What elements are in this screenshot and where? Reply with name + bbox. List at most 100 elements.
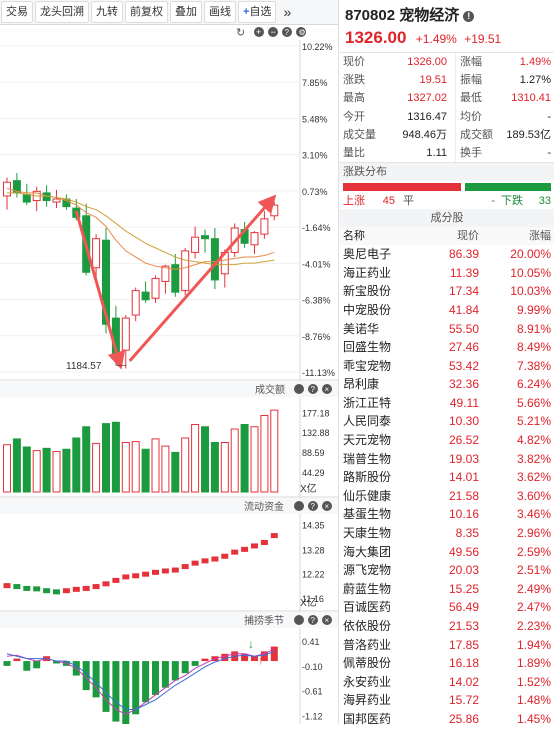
constituent-row[interactable]: 天元宠物 26.52 4.82% bbox=[339, 431, 554, 450]
stock-price: 26.52 bbox=[448, 433, 479, 448]
constituent-row[interactable]: 佩蒂股份 16.18 1.89% bbox=[339, 654, 554, 673]
season-bar bbox=[82, 661, 90, 691]
volume-help-icon[interactable] bbox=[308, 384, 318, 394]
svg-text:?: ? bbox=[311, 502, 316, 511]
constituent-row[interactable]: 美诺华 55.50 8.91% bbox=[339, 320, 554, 339]
season-settings-icon[interactable] bbox=[294, 615, 304, 625]
constituent-row[interactable]: 海大集团 49.56 2.59% bbox=[339, 543, 554, 562]
volume-bar bbox=[12, 438, 21, 493]
kline-chart[interactable]: ↻ + − ? ⚙ 10.22% 7.85% 5.48% 3.10% 0.73% -1.6… bbox=[0, 24, 338, 724]
flow-bar bbox=[33, 586, 41, 592]
price-pane-controls: ↻ + − ? ⚙ bbox=[236, 27, 306, 39]
stock-change: 10.05% bbox=[510, 265, 551, 280]
stat-value: 1.27% bbox=[519, 74, 551, 87]
zoom-in-icon[interactable] bbox=[254, 27, 264, 37]
constituent-row[interactable]: 中宠股份 41.84 9.99% bbox=[339, 301, 554, 320]
col-name[interactable]: 名称 bbox=[343, 230, 365, 243]
col-change[interactable]: 涨幅 bbox=[529, 230, 551, 243]
nine-turn-button[interactable]: 九转 bbox=[91, 1, 123, 23]
volume-bar bbox=[230, 428, 239, 493]
stock-price: 49.56 bbox=[448, 544, 479, 559]
season-bar bbox=[112, 661, 120, 722]
zoom-out-icon[interactable] bbox=[268, 27, 278, 37]
flow-bar bbox=[132, 573, 140, 579]
stock-change: 20.00% bbox=[510, 247, 551, 262]
leader-review-button[interactable]: 龙头回溯 bbox=[35, 1, 89, 23]
constituent-row[interactable]: 浙江正特 49.11 5.66% bbox=[339, 394, 554, 413]
constituent-row[interactable]: 源飞宠物 20.03 2.51% bbox=[339, 561, 554, 580]
info-icon[interactable]: ! bbox=[463, 10, 475, 22]
volume-title: 成交额 bbox=[255, 383, 285, 396]
trade-button[interactable]: 交易 bbox=[1, 1, 33, 23]
flow-settings-icon[interactable] bbox=[294, 501, 304, 511]
constituent-row[interactable]: 昂利康 32.36 6.24% bbox=[339, 375, 554, 394]
flow-help-icon[interactable] bbox=[308, 501, 318, 511]
quote-row: 今开 1316.47 均价 - bbox=[339, 107, 554, 126]
season-tick-label: 0.41 bbox=[302, 637, 320, 647]
price-tick-label: 3.10% bbox=[302, 151, 328, 161]
plus-icon: + bbox=[243, 6, 250, 18]
flow-bar bbox=[43, 588, 51, 594]
flat-label: 平 bbox=[403, 195, 414, 208]
refresh-icon[interactable]: ↻ bbox=[236, 27, 245, 39]
forward-adjust-button[interactable]: 前复权 bbox=[125, 1, 168, 23]
stat-value: 1316.47 bbox=[407, 110, 447, 123]
constituent-row[interactable]: 回盛生物 27.46 8.49% bbox=[339, 338, 554, 357]
svg-text:+: + bbox=[256, 27, 261, 37]
flow-bar bbox=[3, 583, 11, 589]
volume-bar bbox=[240, 424, 249, 493]
volume-close-icon[interactable] bbox=[322, 384, 332, 394]
constituent-row[interactable]: 海昇药业 15.72 1.48% bbox=[339, 691, 554, 710]
flow-title: 流动资金 bbox=[244, 500, 284, 513]
constituent-row[interactable]: 蔚蓝生物 15.25 2.49% bbox=[339, 580, 554, 599]
draw-line-button[interactable]: 画线 bbox=[204, 1, 236, 23]
season-help-icon[interactable] bbox=[308, 615, 318, 625]
stock-change: 2.51% bbox=[516, 563, 551, 578]
stock-name: 仙乐健康 bbox=[343, 488, 392, 503]
price-tick-label: 7.85% bbox=[302, 78, 328, 88]
flow-bar bbox=[231, 549, 239, 555]
volume-bar bbox=[260, 415, 269, 493]
settings-icon[interactable] bbox=[296, 27, 306, 37]
chart-area[interactable]: ↻ + − ? ⚙ 10.22% 7.85% 5.48% 3.10% 0.73% -1.6… bbox=[0, 24, 338, 724]
stock-price: 17.34 bbox=[448, 284, 479, 299]
down-trend-arrow bbox=[74, 210, 126, 370]
stat-label: 今开 bbox=[343, 110, 365, 123]
stock-name: 蔚蓝生物 bbox=[343, 581, 392, 596]
stock-name: 浙江正特 bbox=[343, 395, 392, 410]
volume-settings-icon[interactable] bbox=[294, 384, 304, 394]
stat-value: - bbox=[547, 110, 551, 123]
constituent-row[interactable]: 海正药业 11.39 10.05% bbox=[339, 264, 554, 283]
constituent-row[interactable]: 天康生物 8.35 2.96% bbox=[339, 524, 554, 543]
stat-label: 成交量 bbox=[343, 128, 376, 141]
stock-change: 3.82% bbox=[516, 451, 551, 466]
candle-body bbox=[161, 265, 170, 282]
constituent-row[interactable]: 依依股份 21.53 2.23% bbox=[339, 617, 554, 636]
constituent-row[interactable]: 奥尼电子 86.39 20.00% bbox=[339, 245, 554, 264]
stat-label: 均价 bbox=[455, 107, 496, 126]
constituent-row[interactable]: 瑞普生物 19.03 3.82% bbox=[339, 450, 554, 469]
stock-change: 2.96% bbox=[516, 526, 551, 541]
constituent-row[interactable]: 乖宝宠物 53.42 7.38% bbox=[339, 357, 554, 376]
stock-price: 56.49 bbox=[448, 600, 479, 615]
flow-close-icon[interactable] bbox=[322, 501, 332, 511]
index-name: 宠物经济 bbox=[399, 7, 460, 24]
constituent-row[interactable]: 新宝股份 17.34 10.03% bbox=[339, 282, 554, 301]
constituent-row[interactable]: 路斯股份 14.01 3.62% bbox=[339, 468, 554, 487]
double-chevron-right-icon[interactable]: » bbox=[283, 4, 292, 20]
stat-label: 量比 bbox=[343, 146, 365, 159]
constituent-row[interactable]: 人民同泰 10.30 5.21% bbox=[339, 412, 554, 431]
help-icon[interactable] bbox=[282, 27, 292, 37]
constituent-row[interactable]: 普洛药业 17.85 1.94% bbox=[339, 636, 554, 655]
overlay-button[interactable]: 叠加 bbox=[170, 1, 202, 23]
constituent-row[interactable]: 百诚医药 56.49 2.47% bbox=[339, 598, 554, 617]
season-axis: 0.41 -0.10 -0.61 -1.12 bbox=[302, 637, 323, 721]
season-close-icon[interactable] bbox=[322, 615, 332, 625]
add-watchlist-button[interactable]: +自选 bbox=[238, 1, 277, 23]
constituent-row[interactable]: 国邦医药 25.86 1.45% bbox=[339, 710, 554, 729]
constituent-row[interactable]: 永安药业 14.02 1.52% bbox=[339, 673, 554, 692]
volume-tick-label: 88.59 bbox=[302, 448, 325, 458]
col-price[interactable]: 现价 bbox=[457, 230, 479, 243]
constituent-row[interactable]: 基蛋生物 10.16 3.46% bbox=[339, 505, 554, 524]
constituent-row[interactable]: 仙乐健康 21.58 3.60% bbox=[339, 487, 554, 506]
